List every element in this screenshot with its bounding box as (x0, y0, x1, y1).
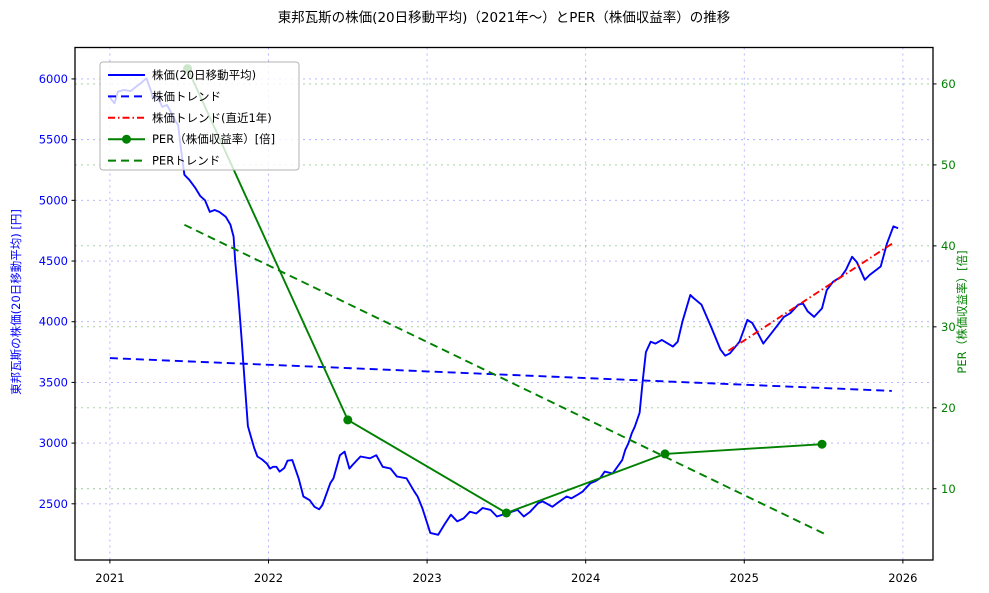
series-per-marker (660, 449, 670, 459)
left-tick-label-5500: 5500 (39, 133, 68, 147)
left-tick-label-2500: 2500 (39, 497, 68, 511)
left-tick-label-4000: 4000 (39, 315, 68, 329)
x-tick-label-2021: 2021 (95, 571, 124, 585)
series-per-marker (501, 508, 511, 518)
right-tick-label-10: 10 (941, 482, 956, 496)
series-per-marker (343, 415, 353, 425)
series-layer (109, 64, 899, 537)
series-price (109, 77, 899, 536)
left-tick-label-5000: 5000 (39, 193, 68, 207)
grid-layer (75, 47, 933, 560)
tick-layer: 2021 2022 2023 2024 2025 2026 2500 3000 3500 4000… (39, 72, 956, 585)
legend-label-price-trend-recent: 株価トレンド(直近1年) (152, 111, 272, 125)
series-per-marker (817, 439, 827, 449)
left-tick-label-6000: 6000 (39, 72, 68, 86)
series-price-trend-recent (727, 242, 894, 352)
x-tick-label-2022: 2022 (254, 571, 283, 585)
x-tick-label-2025: 2025 (730, 571, 759, 585)
x-tick-label-2026: 2026 (888, 571, 917, 585)
right-tick-label-20: 20 (941, 401, 956, 415)
right-axis-label: PER（株価収益率）[倍] (955, 250, 969, 373)
legend-label-price-trend: 株価トレンド (152, 89, 221, 103)
series-price-trend (109, 357, 892, 392)
series-per-trend (183, 223, 829, 537)
legend-label-per: PER（株価収益率）[倍] (152, 132, 275, 146)
left-tick-label-4500: 4500 (39, 254, 68, 268)
legend-label-per-trend: PERトレンド (152, 154, 220, 168)
legend-label-price: 株価(20日移動平均) (152, 68, 256, 82)
left-axis-label: 東邦瓦斯の株価(20日移動平均) [円] (9, 209, 23, 395)
right-tick-label-50: 50 (941, 158, 956, 172)
right-tick-label-30: 30 (941, 320, 956, 334)
legend-box (99, 61, 300, 171)
plot-border (74, 46, 934, 561)
left-tick-label-3000: 3000 (39, 436, 68, 450)
chart-title: 東邦瓦斯の株価(20日移動平均)（2021年～）とPER（株価収益率）の推移 (278, 9, 731, 26)
legend-marker-per (122, 134, 131, 144)
right-tick-label-60: 60 (941, 77, 956, 91)
left-tick-label-3500: 3500 (39, 375, 68, 389)
x-tick-label-2024: 2024 (571, 571, 600, 585)
right-tick-label-40: 40 (941, 239, 956, 253)
x-tick-label-2023: 2023 (412, 571, 441, 585)
